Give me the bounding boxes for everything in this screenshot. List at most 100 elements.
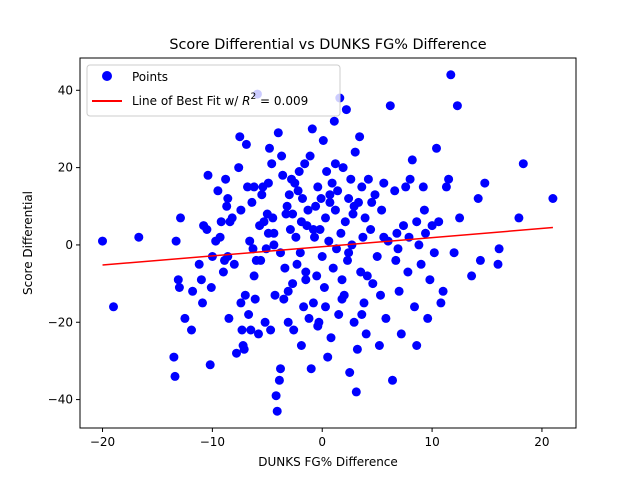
data-point xyxy=(327,178,337,188)
data-point xyxy=(301,275,311,285)
data-point xyxy=(349,201,359,211)
data-point xyxy=(341,105,351,115)
data-point xyxy=(223,252,233,261)
data-point xyxy=(234,163,244,173)
data-point xyxy=(436,298,446,308)
legend-fit-r: R xyxy=(242,94,250,108)
data-point xyxy=(313,321,323,331)
data-point xyxy=(385,101,395,111)
data-point xyxy=(174,283,184,292)
data-point xyxy=(313,182,323,192)
data-point xyxy=(293,186,303,196)
data-point xyxy=(374,341,384,350)
data-point xyxy=(250,294,260,304)
data-point xyxy=(299,302,309,312)
data-point xyxy=(266,325,276,335)
legend-fit-line-label: Line of Best Fit w/ R2 = 0.009 xyxy=(132,92,308,108)
data-point xyxy=(359,298,369,308)
data-point xyxy=(377,205,387,215)
fit-line-layer xyxy=(102,226,553,266)
data-point xyxy=(325,197,335,207)
data-point xyxy=(276,364,285,374)
data-point xyxy=(351,387,361,397)
data-point xyxy=(295,248,305,258)
data-point xyxy=(358,232,368,242)
data-point xyxy=(416,259,426,269)
data-point xyxy=(452,101,462,111)
data-point xyxy=(407,155,417,165)
data-point xyxy=(307,124,317,134)
data-point xyxy=(236,205,246,215)
data-point xyxy=(423,313,433,323)
y-tick-label: 0 xyxy=(65,238,73,252)
data-point xyxy=(326,333,336,343)
data-point xyxy=(548,194,558,203)
data-point xyxy=(294,167,304,176)
y-axis-label: Score Differential xyxy=(21,191,35,295)
data-point xyxy=(229,259,239,269)
data-point xyxy=(227,213,237,223)
data-point xyxy=(246,325,256,335)
data-point xyxy=(298,194,307,203)
data-point xyxy=(418,182,428,192)
data-point xyxy=(336,228,346,238)
data-point xyxy=(205,360,215,370)
data-point xyxy=(434,217,444,227)
data-point xyxy=(187,325,196,335)
legend-fit-tail: = 0.009 xyxy=(256,94,308,108)
data-point xyxy=(279,294,289,304)
data-point xyxy=(249,271,259,281)
data-point xyxy=(405,174,415,184)
data-point xyxy=(232,348,241,358)
data-point xyxy=(245,236,255,246)
y-tick-label: 20 xyxy=(58,161,73,175)
data-point xyxy=(169,352,179,362)
data-point xyxy=(449,248,459,258)
data-point xyxy=(419,205,429,215)
data-point xyxy=(304,313,314,323)
data-point xyxy=(284,190,294,200)
data-point xyxy=(292,259,302,269)
data-point xyxy=(315,225,325,234)
data-point xyxy=(289,325,299,335)
data-point xyxy=(263,228,273,238)
data-point xyxy=(281,209,291,219)
data-point xyxy=(296,217,306,227)
data-point xyxy=(441,182,451,192)
data-point xyxy=(514,213,524,223)
data-point xyxy=(196,275,206,285)
data-point xyxy=(348,209,358,219)
data-point xyxy=(303,205,313,215)
legend-box xyxy=(86,64,341,117)
data-point xyxy=(391,255,401,265)
data-point xyxy=(467,271,477,281)
x-axis: −20 −10 0 10 20 xyxy=(90,428,550,449)
legend-points-marker xyxy=(102,71,112,81)
data-point xyxy=(218,267,228,277)
data-point xyxy=(237,325,247,335)
data-point xyxy=(475,255,485,265)
data-point xyxy=(455,213,465,223)
data-point xyxy=(285,225,295,234)
data-point xyxy=(367,197,377,207)
data-point xyxy=(325,190,335,200)
data-point xyxy=(260,317,270,327)
legend-fit-exp: 2 xyxy=(251,92,257,102)
data-point xyxy=(170,371,180,381)
data-point xyxy=(379,178,389,188)
fit-line xyxy=(102,226,553,266)
y-tick-label: −20 xyxy=(48,315,73,329)
data-point xyxy=(332,244,341,254)
data-point xyxy=(393,244,403,254)
data-point xyxy=(403,267,413,277)
data-point xyxy=(213,186,223,196)
data-point xyxy=(427,221,437,231)
data-point xyxy=(321,302,330,312)
data-point xyxy=(401,182,411,192)
data-point xyxy=(223,194,233,203)
data-point xyxy=(324,236,334,246)
data-point xyxy=(412,341,422,350)
data-point xyxy=(421,228,430,238)
data-point xyxy=(235,132,245,142)
